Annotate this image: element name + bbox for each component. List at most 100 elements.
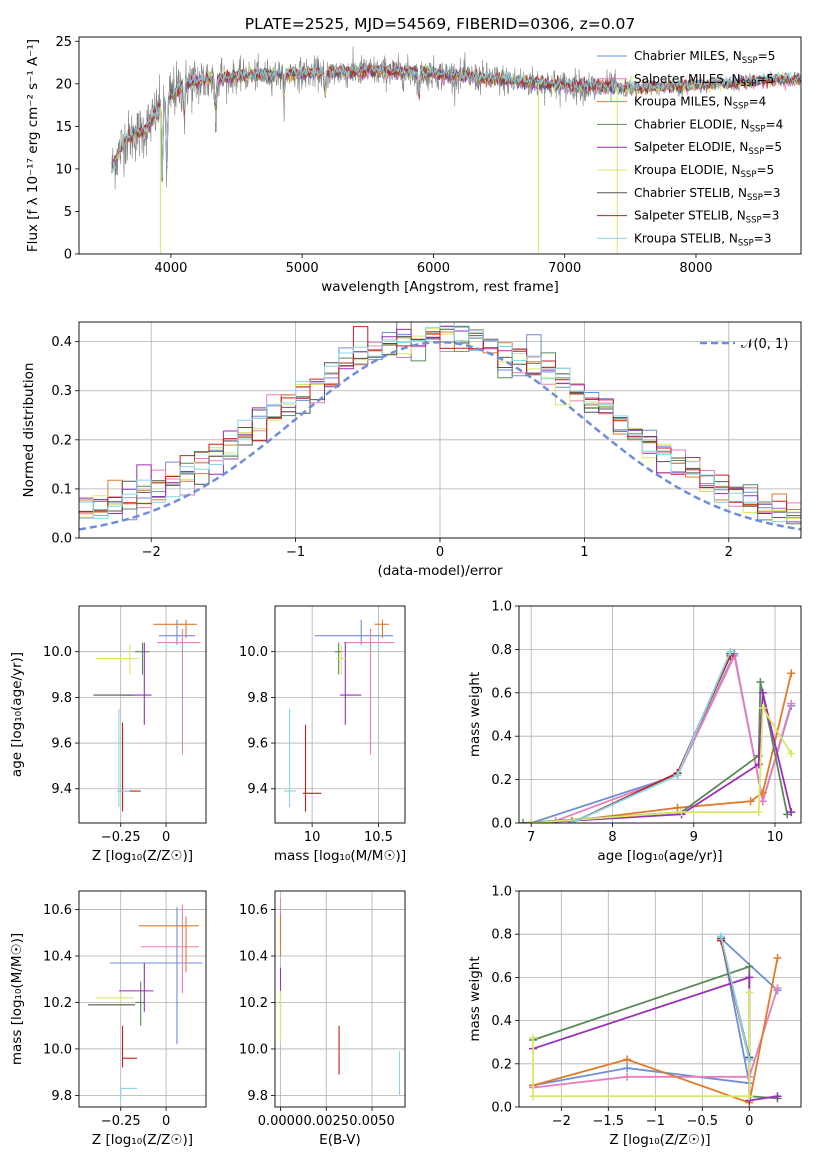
mass_vs_ebv-panel: 0.0000 0.0025 0.0050 9.8 10.0 10.2 10.4 10.6 E(B… [239,890,406,1148]
x-axis-label: (data-model)/error [377,563,503,579]
mass-weight-marker [787,669,796,678]
spectrum-legend: Chabrier MILES, NSSP=5 Salpeter MILES, NS… [597,49,783,248]
axes-frame [518,605,802,824]
x-tick-label: 0 [162,830,170,845]
x-tick-label: −0.5 [687,1114,719,1129]
error-bar-point [336,644,347,675]
y-axis-label: mass [log₁₀(M/M☉)] [9,933,25,1065]
normal-curve [79,340,801,531]
legend-entry: Kroupa STELIB, NSSP=3 [634,231,772,248]
x-axis-label: Z [log₁₀(Z/Z☉)] [92,1132,193,1148]
legend-entry: Kroupa MILES, NSSP=4 [634,95,766,112]
error-bar-point [302,724,322,812]
y-tick-label: 0.8 [491,928,512,943]
mass-weight-marker [677,808,686,817]
y-tick-label: 10 [55,162,72,177]
y-tick-label: 0.3 [51,384,72,399]
mass-weight-marker [717,932,726,941]
x-tick-label: 10 [304,830,321,845]
y-tick-label: 10.4 [43,950,72,965]
mass-weight-marker [783,810,792,819]
axes-frame [78,321,802,539]
axes-frame [78,890,207,1108]
y-tick-label: 9.8 [247,1089,268,1104]
y-tick-label: 20 [55,77,72,92]
x-tick-label: 10 [767,830,784,845]
error-bar-point [340,642,362,725]
legend-entry: Salpeter STELIB, NSSP=3 [634,209,779,226]
y-tick-label: 0.6 [491,971,512,986]
y-tick-label: 0.0 [51,532,72,547]
error-bar-point [109,907,203,1045]
error-bar-point [117,708,130,808]
x-tick-label: 0 [745,1114,753,1129]
x-tick-label: 0 [162,1114,170,1129]
axes-frame [274,890,406,1108]
axes-frame [78,605,207,824]
x-tick-label: 7000 [548,261,581,276]
x-tick-label: 7 [527,830,535,845]
error-bar-point [118,963,154,1012]
x-axis-label: Z [log₁₀(Z/Z☉)] [92,848,193,864]
figure-title: PLATE=2525, MJD=54569, FIBERID=0306, z=0… [245,15,635,33]
mass_weight_vs_age-plot-area [519,647,796,823]
x-axis-label: mass [log₁₀(M/M☉)] [274,848,406,864]
y-tick-label: 0 [64,248,72,263]
x-axis-label: E(B-V) [319,1132,361,1148]
error-bar-point [314,619,394,645]
mass-weight-marker [745,962,754,971]
mass-weight-marker [623,1064,632,1073]
legend-entry: Salpeter MILES, NSSP=5 [634,72,774,89]
legend-entry: Salpeter ELODIE, NSSP=5 [634,140,782,157]
mass_weight_vs_Z-plot-area [529,932,782,1107]
x-tick-label: 1 [580,545,588,560]
x-tick-label: −0.25 [101,1114,141,1129]
y-tick-label: 1.0 [491,885,512,900]
mass-weight-marker [673,771,682,780]
y-tick-label: 10.6 [239,903,268,918]
y-axis-label: Flux [f λ 10⁻¹⁷ erg cm⁻² s⁻¹ A⁻¹] [25,39,41,252]
error-bar-point [95,644,139,675]
mass-weight-series [531,692,793,823]
mass-weight-marker [758,797,767,806]
mass-weight-marker [745,1055,754,1064]
y-tick-label: 9.4 [51,782,72,797]
mass-weight-marker [726,647,735,656]
mass-weight-marker [745,988,754,997]
y-tick-label: 9.8 [51,1089,72,1104]
error-bar-point [135,981,145,1026]
y-tick-label: 10.0 [43,645,72,660]
mass-weight-marker [773,1092,782,1101]
mass_vs_Z-plot-area [88,904,203,1101]
mass-weight-marker [673,803,682,812]
mass-weight-marker [623,1055,632,1064]
y-tick-label: 0.2 [491,773,512,788]
mass_vs_Z-panel: −0.25 0 9.8 10.0 10.2 10.4 10.6 Z [log₁₀(Z/Z☉)]… [9,890,207,1148]
y-tick-label: 9.8 [247,691,268,706]
mass-weight-marker [746,797,755,806]
mass-weight-series [532,992,751,1098]
y-tick-label: 9.6 [247,737,268,752]
age_vs_mass-panel: 10 10.5 9.4 9.6 9.8 10.0 mass [log₁₀(M/M☉)] [239,605,406,864]
y-tick-label: 10.0 [239,1042,268,1057]
mass-weight-marker [745,973,754,982]
residual-histogram-step [79,322,801,523]
y-axis-label: Normed distribution [21,363,37,498]
y-tick-label: 9.4 [247,782,268,797]
legend-entry: Chabrier ELODIE, NSSP=4 [634,117,783,134]
mass-weight-marker [758,703,767,712]
x-tick-label: −2 [142,545,161,560]
y-tick-label: 0.4 [491,1014,512,1029]
legend-entry: Chabrier STELIB, NSSP=3 [634,186,781,203]
axes-frame [274,605,406,824]
x-tick-label: 0.0000 [258,1114,304,1129]
y-tick-label: 0.4 [491,730,512,745]
mass-weight-marker [567,819,576,823]
spectrum-model-line [111,62,801,178]
y-tick-label: 25 [55,35,72,50]
residuals-panel: −2 −1 0 1 2 0.0 0.1 0.2 0.3 0.4 (data-model)/error… [21,321,802,579]
residual-histogram-step [79,326,801,514]
residuals-plot-area [79,322,801,531]
y-tick-label: 15 [55,120,72,135]
x-tick-label: 0.0050 [349,1114,395,1129]
